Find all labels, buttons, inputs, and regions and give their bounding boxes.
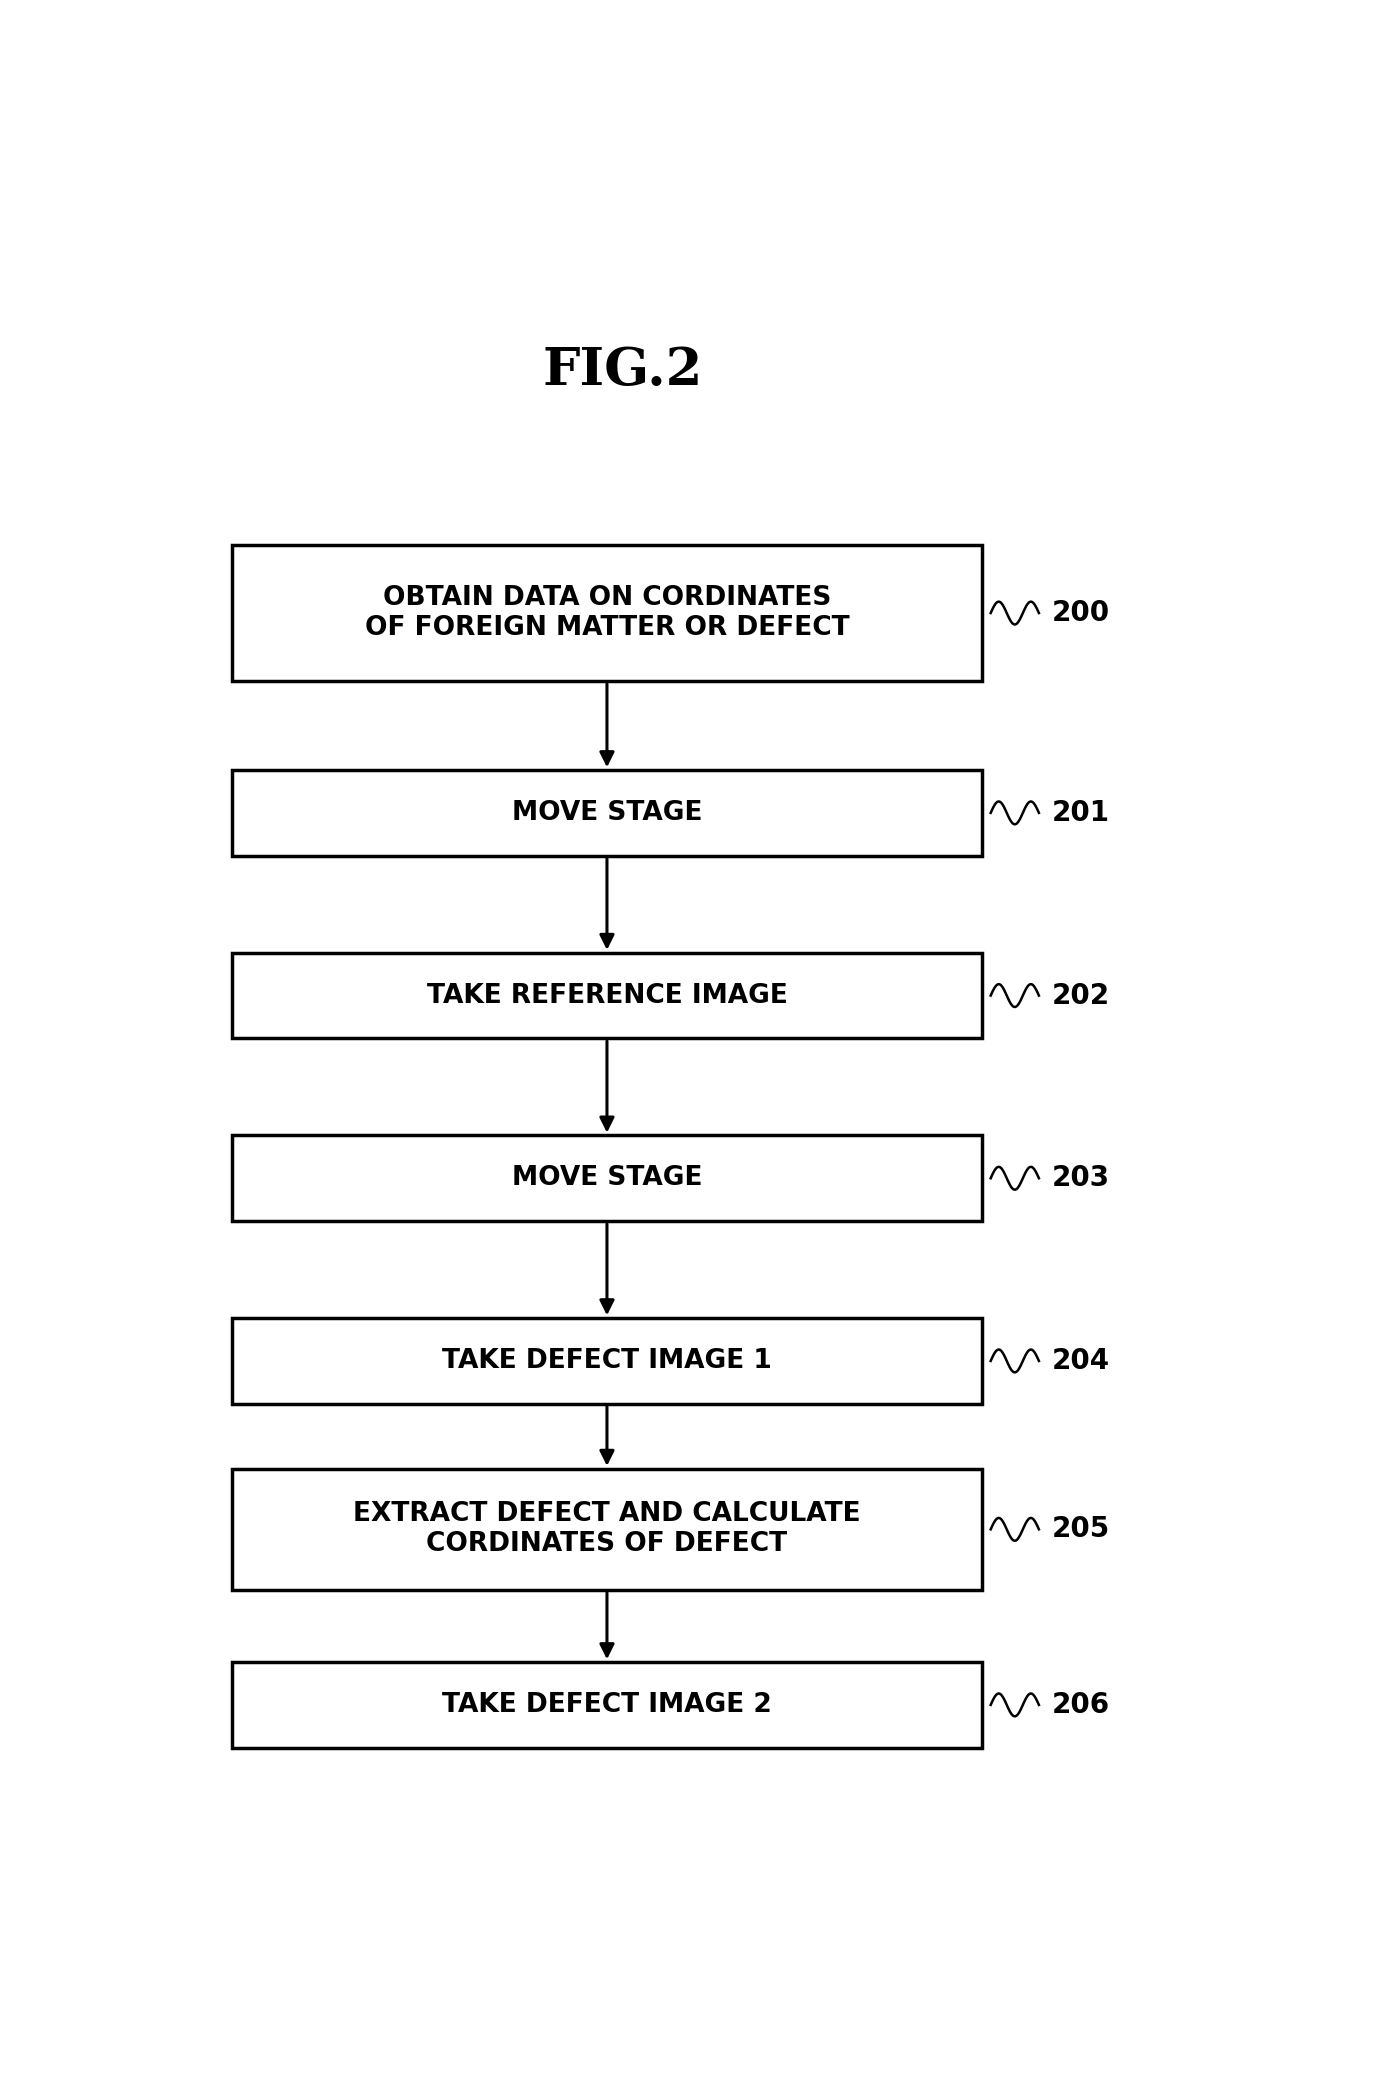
Text: EXTRACT DEFECT AND CALCULATE
CORDINATES OF DEFECT: EXTRACT DEFECT AND CALCULATE CORDINATES … [353, 1501, 860, 1557]
Text: 202: 202 [1052, 982, 1111, 1009]
Text: TAKE DEFECT IMAGE 1: TAKE DEFECT IMAGE 1 [443, 1347, 772, 1374]
Text: OBTAIN DATA ON CORDINATES
OF FOREIGN MATTER OR DEFECT: OBTAIN DATA ON CORDINATES OF FOREIGN MAT… [365, 585, 849, 641]
Text: 201: 201 [1052, 799, 1109, 826]
Text: MOVE STAGE: MOVE STAGE [512, 799, 703, 826]
Bar [232, 1318, 982, 1403]
Bar [232, 770, 982, 855]
Text: 203: 203 [1052, 1165, 1111, 1192]
Text: MOVE STAGE: MOVE STAGE [512, 1165, 703, 1192]
Text: TAKE DEFECT IMAGE 2: TAKE DEFECT IMAGE 2 [443, 1692, 772, 1719]
Text: 206: 206 [1052, 1692, 1111, 1719]
Text: 204: 204 [1052, 1347, 1111, 1374]
Bar [232, 1663, 982, 1748]
Text: 205: 205 [1052, 1515, 1111, 1542]
Bar [232, 546, 982, 681]
Bar [232, 1136, 982, 1221]
Text: TAKE REFERENCE IMAGE: TAKE REFERENCE IMAGE [426, 982, 787, 1009]
Text: 200: 200 [1052, 600, 1111, 627]
Bar [232, 1468, 982, 1590]
Text: FIG.2: FIG.2 [544, 345, 703, 397]
Bar [232, 953, 982, 1038]
